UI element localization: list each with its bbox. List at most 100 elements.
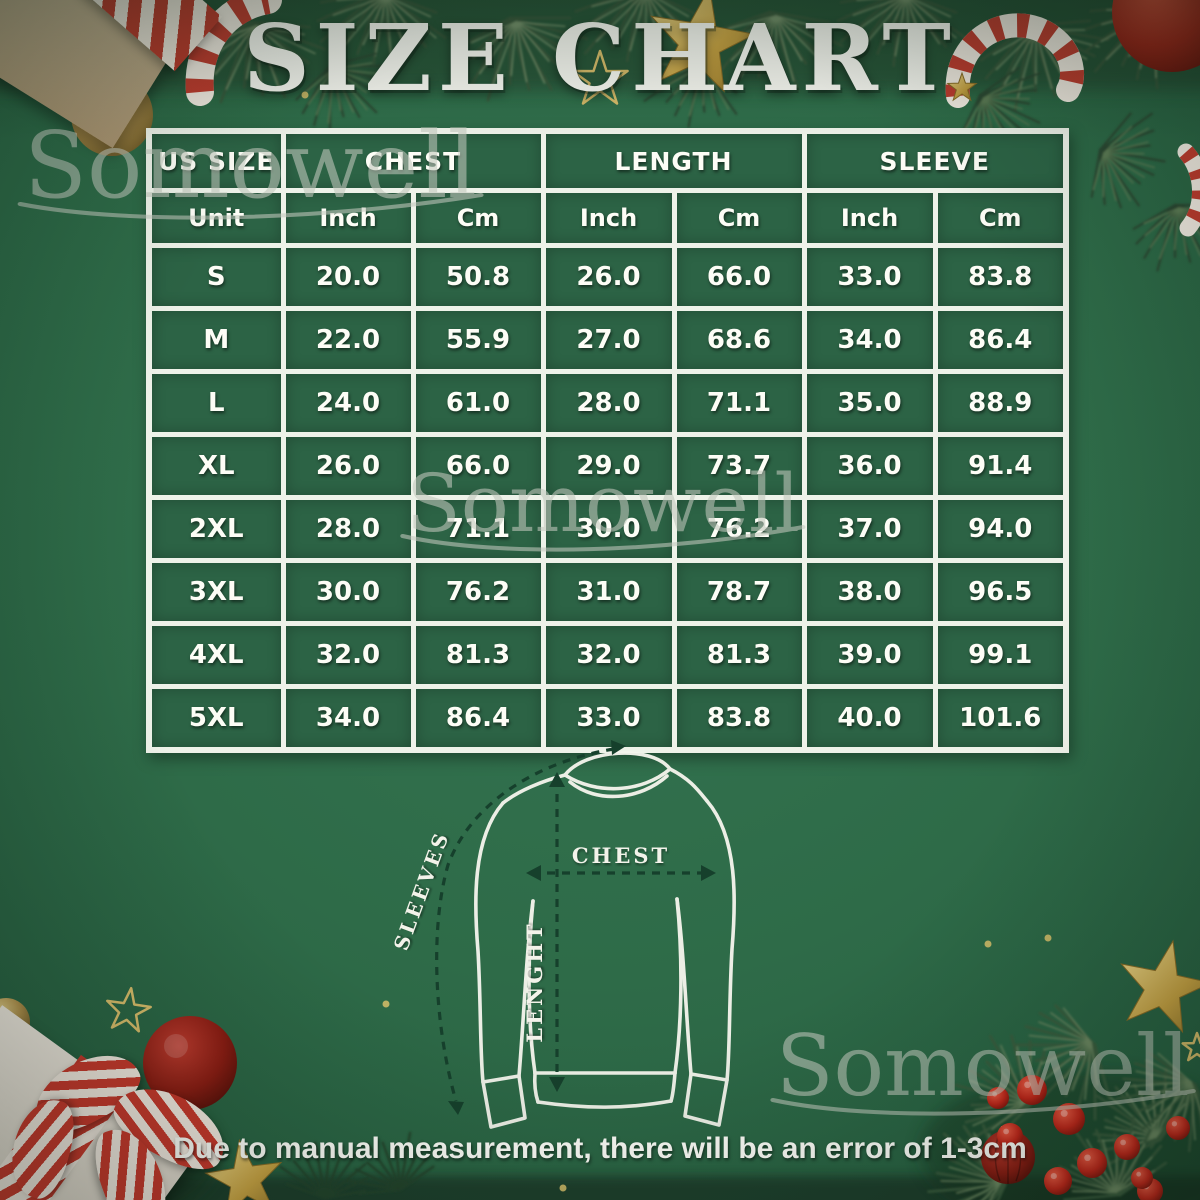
berry-highlight: [1060, 1109, 1068, 1117]
value-cell: 66.0: [671, 243, 807, 311]
watermark: Somowell: [17, 120, 484, 220]
gold-dot: [382, 1000, 390, 1008]
table-row: 2XL 28.0 71.1 30.0 76.2 37.0 94.0: [146, 495, 1069, 563]
unit-cell: Inch: [280, 188, 416, 248]
berry-highlight: [1171, 1121, 1178, 1127]
value-cell: 76.2: [410, 558, 546, 626]
value-cell: 99.1: [932, 621, 1069, 689]
size-table-container: US SIZE CHEST LENGTH SLEEVE Unit Inch Cm…: [146, 128, 1069, 753]
value-cell: 86.4: [932, 306, 1069, 374]
gold-star-icon: [650, 0, 757, 93]
value-cell: 88.9: [932, 369, 1069, 437]
gold-star-outline-icon: [1181, 1031, 1200, 1062]
holly-berry-icon: [987, 1087, 1009, 1109]
value-cell: 20.0: [280, 243, 416, 311]
value-cell: 38.0: [801, 558, 938, 626]
unit-cell: Cm: [932, 188, 1069, 248]
unit-cell: Cm: [410, 188, 546, 248]
holly-berry-icon: [1131, 1167, 1153, 1189]
page-title: SIZE CHART: [243, 4, 957, 112]
watermark-swoosh: [400, 525, 806, 552]
holly-berry-icon: [1114, 1134, 1140, 1160]
size-table: US SIZE CHEST LENGTH SLEEVE Unit Inch Cm…: [146, 128, 1069, 753]
candy-cane-stripes: [1179, 146, 1200, 234]
ball-highlight: [164, 1034, 188, 1058]
value-cell: 83.8: [932, 243, 1069, 311]
value-cell: 32.0: [280, 621, 416, 689]
value-cell: 28.0: [280, 495, 416, 563]
measurement-note: Due to manual measurement, there will be…: [173, 1132, 1027, 1165]
value-cell: 31.0: [540, 558, 677, 626]
value-cell: 26.0: [280, 432, 416, 500]
holly-berry-icon: [1044, 1167, 1072, 1195]
red-ornament-ball-icon: [1112, 0, 1200, 72]
table-row: M 22.0 55.9 27.0 68.6 34.0 86.4: [146, 306, 1069, 374]
value-cell: 29.0: [540, 432, 677, 500]
value-cell: 66.0: [410, 432, 546, 500]
table-unit-row: Unit Inch Cm Inch Cm Inch Cm: [146, 188, 1069, 248]
size-table-body: S 20.0 50.8 26.0 66.0 33.0 83.8 M 22.0 55.9 27.0 68…: [146, 243, 1069, 753]
berry-highlight: [992, 1091, 998, 1097]
size-cell: L: [146, 369, 286, 437]
watermark-swoosh: [17, 193, 484, 220]
value-cell: 86.4: [410, 684, 546, 753]
table-row: L 24.0 61.0 28.0 71.1 35.0 88.9: [146, 369, 1069, 437]
value-cell: 40.0: [801, 684, 938, 753]
header-length: LENGTH: [540, 128, 807, 193]
value-cell: 68.6: [671, 306, 807, 374]
berry-highlight: [1003, 1128, 1009, 1135]
value-cell: 101.6: [932, 684, 1069, 753]
gold-dot: [559, 1184, 567, 1192]
watermark: Somowell: [400, 464, 806, 552]
gold-star-outline-icon: [571, 49, 629, 105]
unit-cell: Inch: [540, 188, 677, 248]
table-row: 3XL 30.0 76.2 31.0 78.7 38.0 96.5: [146, 558, 1069, 626]
holly-berry-icon: [1017, 1075, 1047, 1105]
value-cell: 61.0: [410, 369, 546, 437]
gold-star-icon: [204, 1138, 283, 1200]
sweatshirt-measurement-diagram: CHEST LENGHT SLEEVES: [390, 740, 737, 1129]
table-row: S 20.0 50.8 26.0 66.0 33.0 83.8: [146, 243, 1069, 311]
chest-label: CHEST: [572, 843, 670, 868]
value-cell: 34.0: [280, 684, 416, 753]
header-sleeve: SLEEVE: [801, 128, 1069, 193]
berry-highlight: [1050, 1173, 1057, 1180]
value-cell: 78.7: [671, 558, 807, 626]
header-us-size: US SIZE: [146, 128, 286, 193]
value-cell: 34.0: [801, 306, 938, 374]
measurement-lines: [435, 740, 716, 1115]
candy-cane-icon: [945, 13, 1084, 108]
value-cell: 26.0: [540, 243, 677, 311]
table-row: 4XL 32.0 81.3 32.0 81.3 39.0 99.1: [146, 621, 1069, 689]
watermark-text: Somowell: [406, 457, 800, 550]
gold-dot: [984, 940, 992, 948]
value-cell: 27.0: [540, 306, 677, 374]
length-label: LENGHT: [522, 921, 547, 1042]
value-cell: 35.0: [801, 369, 938, 437]
value-cell: 55.9: [410, 306, 546, 374]
holly-berry-icon: [997, 1123, 1023, 1149]
watermark-text: Somowell: [776, 1017, 1190, 1115]
value-cell: 91.4: [932, 432, 1069, 500]
unit-cell: Inch: [801, 188, 938, 248]
gold-star-icon: [946, 71, 978, 102]
gold-dot: [1044, 934, 1052, 942]
berry-highlight: [1084, 1154, 1091, 1162]
watermark-text: Somowell: [24, 112, 478, 219]
candy-cane-stripes: [185, 0, 272, 94]
berry-highlight: [1120, 1139, 1126, 1146]
value-cell: 22.0: [280, 306, 416, 374]
gold-dot: [301, 91, 309, 99]
size-cell: 3XL: [146, 558, 286, 626]
red-ornament-ball-icon: [143, 1016, 237, 1110]
size-cell: S: [146, 243, 286, 311]
header-chest: CHEST: [280, 128, 546, 193]
sleeves-label: SLEEVES: [390, 828, 454, 954]
value-cell: 83.8: [671, 684, 807, 753]
berry-highlight: [1024, 1081, 1031, 1089]
value-cell: 24.0: [280, 369, 416, 437]
value-cell: 33.0: [540, 684, 677, 753]
watermark: Somowell: [770, 1024, 1196, 1116]
value-cell: 81.3: [410, 621, 546, 689]
